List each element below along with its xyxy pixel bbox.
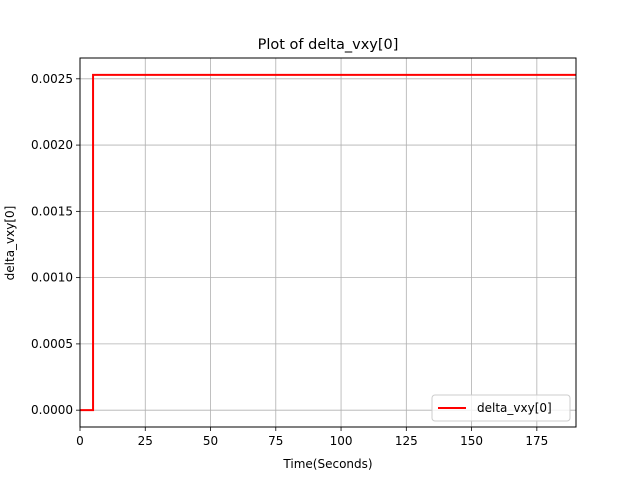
chart-title: Plot of delta_vxy[0] (258, 37, 399, 53)
y-tick-label: 0.0015 (31, 204, 73, 218)
x-tick-label: 125 (395, 434, 418, 448)
axes-frame (79, 57, 577, 428)
series-line (80, 73, 576, 412)
y-axis-ticks: 0.0000 0.0005 0.0010 0.0015 0.0020 0.0025 (31, 72, 80, 417)
legend-label: delta_vxy[0] (477, 401, 552, 415)
x-axis-label: Time(Seconds) (282, 457, 372, 471)
x-tick-label: 25 (138, 434, 153, 448)
y-tick-label: 0.0005 (31, 337, 73, 351)
y-axis-label: delta_vxy[0] (3, 206, 17, 281)
y-tick-label: 0.0010 (31, 271, 73, 285)
x-tick-label: 150 (460, 434, 483, 448)
series-layer (80, 73, 576, 412)
x-tick-label: 50 (203, 434, 218, 448)
grid (79, 58, 576, 427)
y-tick-label: 0.0025 (31, 72, 73, 86)
x-tick-label: 75 (268, 434, 283, 448)
legend-box (431, 394, 571, 422)
y-tick-label: 0.0000 (31, 403, 73, 417)
x-tick-label: 175 (525, 434, 548, 448)
x-tick-label: 0 (76, 434, 84, 448)
x-axis-ticks: 0 25 50 75 100 125 150 175 (76, 427, 548, 448)
x-tick-label: 100 (330, 434, 353, 448)
y-tick-label: 0.0020 (31, 138, 73, 152)
legend: delta_vxy[0] (431, 394, 571, 422)
